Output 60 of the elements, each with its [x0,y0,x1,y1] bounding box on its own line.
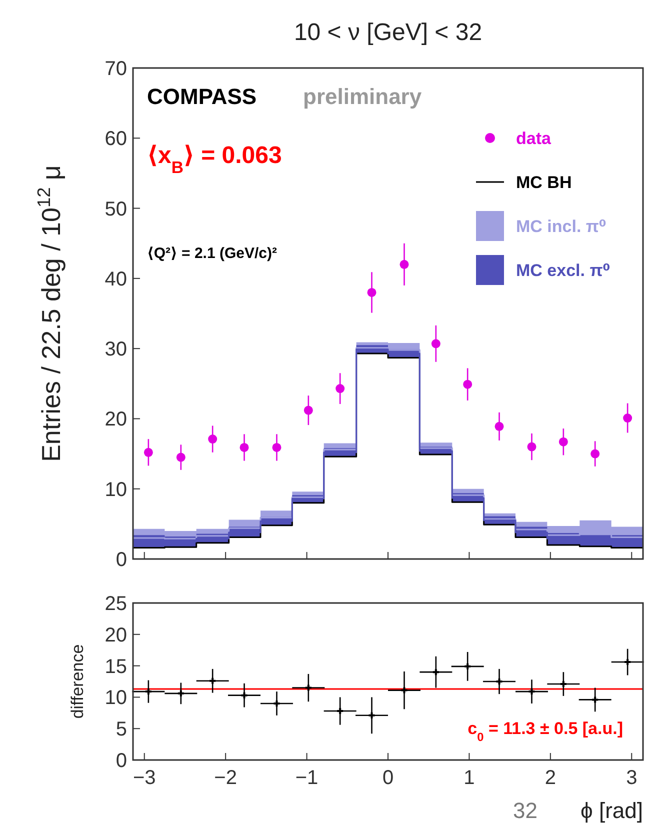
legend-label: MC BH [516,172,572,192]
annotation: ⟨Q²⟩ = 2.1 (GeV/c)² [147,245,277,262]
y-tick-label: 20 [104,408,127,431]
y-tick-label: 60 [104,128,127,150]
point [240,691,248,700]
point [400,260,409,269]
y-tick-label: 20 [104,624,127,646]
ref-line-label: c$_{0}$ = 11.3 ± 0.5 [a.u.] [468,719,623,744]
point [304,406,313,415]
point [272,442,282,452]
y-tick-label: 70 [104,58,127,80]
y-tick-label: 30 [104,338,127,361]
x-tick-label: −2 [214,767,237,789]
point [176,689,185,698]
x-tick-label: 0 [382,767,394,789]
x-tick-label: 3 [626,767,638,789]
point [495,678,504,686]
point [494,422,504,431]
point [208,434,218,444]
point [176,452,186,462]
x-tick-label: −3 [132,767,156,789]
annotation: COMPASS [147,84,257,109]
x-axis-title: ϕ [rad] [580,798,643,823]
text: 32 [513,798,538,823]
point [368,711,376,720]
x-tick-label: 1 [464,767,475,789]
x-tick-label: 2 [544,767,556,789]
y-tick-label: 10 [104,478,127,501]
point [336,384,345,394]
point [367,288,376,297]
legend-label: data [516,128,552,148]
point [558,437,568,446]
point [304,684,312,692]
point [527,442,536,452]
y-tick-label: 0 [116,549,127,571]
point [432,668,440,676]
point [464,662,472,670]
point [144,448,153,457]
y-tick-label: 40 [104,268,127,290]
y-tick-label: 5 [116,718,127,741]
y-tick-label: 25 [104,593,127,615]
point [623,414,632,423]
chart-title: 10 < ν [GeV] < 32 [294,19,482,46]
point [591,696,600,704]
y-tick-label: 10 [104,687,127,710]
y-tick-label: 50 [104,198,127,220]
point [240,442,249,452]
point [463,380,472,389]
y-tick-label: 0 [116,750,127,772]
legend-label: MC incl. π⁰ [516,216,606,236]
legend-label: MC excl. π⁰ [516,260,610,280]
point [400,686,408,694]
point [590,449,600,458]
point [208,676,217,685]
x-tick-label: −1 [295,767,318,789]
y-tick-label: 15 [104,656,127,678]
annotation: preliminary [303,84,422,109]
point [431,339,440,348]
annotation: ⟨x$_{B}$⟩ = 0.063 [147,142,282,176]
y-axis-title: difference [68,644,87,719]
